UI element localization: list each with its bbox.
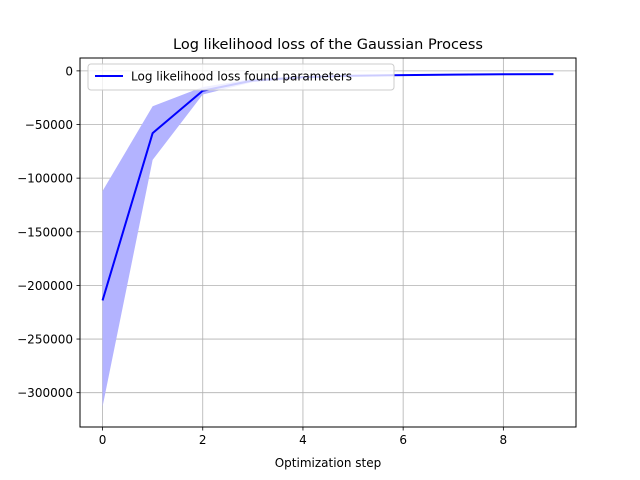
x-tick-label: 0	[99, 433, 107, 447]
x-axis-label: Optimization step	[275, 456, 382, 470]
legend: Log likelihood loss found parameters	[87, 63, 395, 91]
x-tick-label: 2	[199, 433, 207, 447]
y-tick-label: −250000	[17, 333, 73, 347]
confidence-band-layer	[102, 73, 554, 407]
x-tick-label: 4	[299, 433, 307, 447]
y-tick-label: −100000	[17, 172, 73, 186]
y-tick-label: −200000	[17, 279, 73, 293]
y-tick-label: 0	[65, 64, 73, 78]
y-tick-label: −150000	[17, 225, 73, 239]
legend-box	[87, 63, 395, 91]
x-axis-ticks: 0 2 4 6 8	[99, 427, 507, 447]
confidence-band	[102, 73, 554, 407]
legend-entry-label: Log likelihood loss found parameters	[131, 70, 352, 84]
y-tick-label: −50000	[25, 118, 73, 132]
plot-frame	[79, 57, 577, 428]
x-tick-label: 6	[399, 433, 407, 447]
y-axis-ticks: 0 −50000 −100000 −150000 −200000 −250000 −3000…	[17, 64, 80, 400]
x-tick-label: 8	[500, 433, 508, 447]
y-tick-label: −300000	[17, 386, 73, 400]
chart-title: Log likelihood loss of the Gaussian Proc…	[173, 37, 483, 53]
